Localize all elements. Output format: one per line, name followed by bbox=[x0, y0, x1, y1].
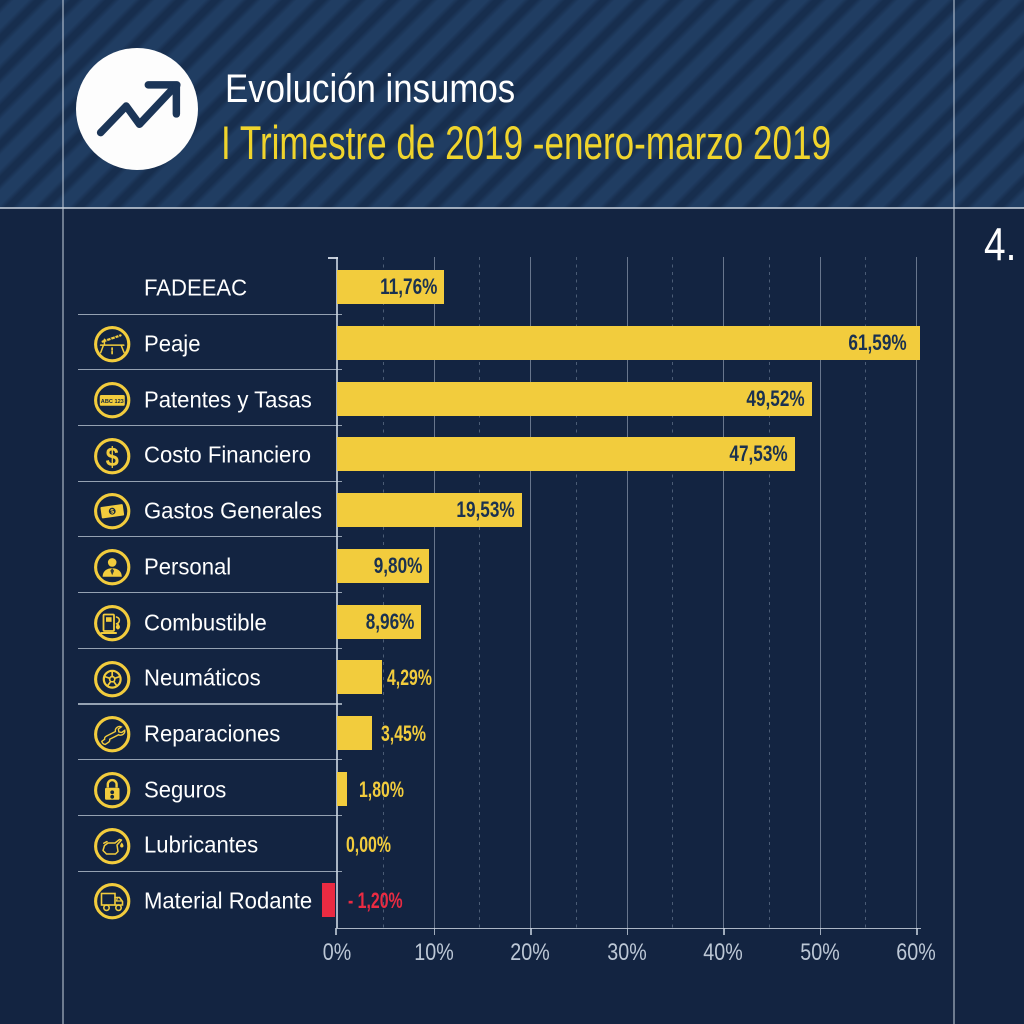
svg-text:ABC 123: ABC 123 bbox=[101, 399, 124, 405]
svg-text:$: $ bbox=[106, 442, 119, 472]
svg-text:$: $ bbox=[110, 509, 115, 516]
